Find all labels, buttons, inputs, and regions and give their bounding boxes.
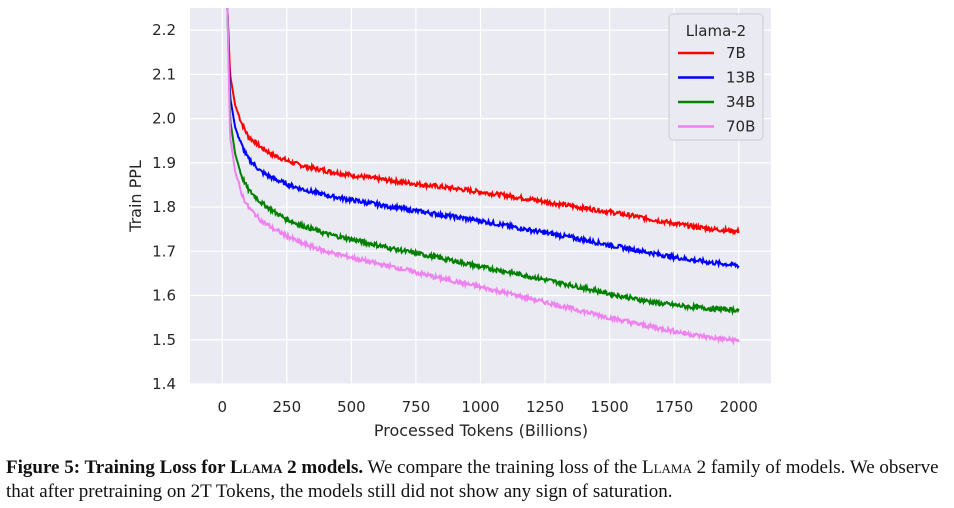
legend: Llama-2 7B 13B 34B 70B xyxy=(668,13,764,141)
figure-caption: Figure 5: Training Loss for Llama 2 mode… xyxy=(6,456,951,504)
x-tick-label: 250 xyxy=(273,398,302,416)
y-tick-label: 1.8 xyxy=(152,198,176,216)
legend-items: 7B 13B 34B 70B xyxy=(678,44,755,136)
x-tick-label: 1750 xyxy=(655,398,693,416)
y-tick-label: 2.2 xyxy=(152,21,176,39)
series-lines xyxy=(226,8,740,346)
x-tick-label: 750 xyxy=(402,398,431,416)
y-tick-label: 2.0 xyxy=(152,110,176,128)
x-tick-label: 0 xyxy=(218,398,228,416)
training-loss-chart: 0 250 500 750 1000 1250 1500 1750 2000 1.4 1.5 1.6… xyxy=(126,8,771,440)
legend-label: 70B xyxy=(726,118,755,136)
series-line-34B xyxy=(226,8,740,316)
y-tick-labels: 1.4 1.5 1.6 1.7 1.8 1.9 2.0 2.1 2.2 xyxy=(152,21,176,393)
x-tick-labels: 0 250 500 750 1000 1250 1500 1750 2000 xyxy=(218,398,758,416)
caption-label: Figure 5: Training Loss for Llama 2 mode… xyxy=(6,457,364,478)
y-tick-label: 1.6 xyxy=(152,287,176,305)
caption-text-2: family of models. We observe that after … xyxy=(6,457,939,502)
y-tick-label: 2.1 xyxy=(152,65,176,83)
series-line-13B xyxy=(226,8,740,270)
caption-model-name: Llama 2 xyxy=(641,457,707,478)
x-tick-label: 1250 xyxy=(526,398,564,416)
y-tick-label: 1.7 xyxy=(152,242,176,260)
y-tick-label: 1.9 xyxy=(152,154,176,172)
x-tick-label: 500 xyxy=(337,398,366,416)
y-tick-label: 1.5 xyxy=(152,331,176,349)
series-line-70B xyxy=(226,8,740,346)
x-tick-label: 1500 xyxy=(591,398,629,416)
series-line-7B xyxy=(226,8,740,236)
x-tick-label: 2000 xyxy=(720,398,758,416)
caption-text-1: We compare the training loss of the xyxy=(367,457,638,478)
legend-box xyxy=(668,13,764,141)
legend-label: 7B xyxy=(726,44,746,62)
x-axis-label: Processed Tokens (Billions) xyxy=(374,421,588,440)
legend-label: 13B xyxy=(726,69,755,87)
y-tick-label: 1.4 xyxy=(152,375,176,393)
y-axis-label: Train PPL xyxy=(126,160,145,233)
legend-label: 34B xyxy=(726,93,755,111)
legend-title: Llama-2 xyxy=(686,22,746,40)
x-tick-label: 1000 xyxy=(461,398,499,416)
